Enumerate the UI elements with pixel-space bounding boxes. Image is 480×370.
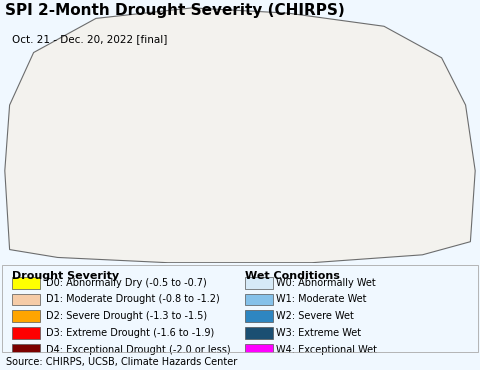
- Bar: [12, 277, 40, 289]
- Text: Wet Conditions: Wet Conditions: [245, 271, 340, 281]
- Text: D1: Moderate Drought (-0.8 to -1.2): D1: Moderate Drought (-0.8 to -1.2): [46, 295, 219, 305]
- Bar: [245, 327, 273, 339]
- Bar: [245, 310, 273, 322]
- Text: W0: Abnormally Wet: W0: Abnormally Wet: [276, 278, 376, 287]
- Polygon shape: [5, 8, 475, 263]
- Bar: [12, 310, 40, 322]
- Text: W4: Exceptional Wet: W4: Exceptional Wet: [276, 345, 377, 355]
- Text: D3: Extreme Drought (-1.6 to -1.9): D3: Extreme Drought (-1.6 to -1.9): [46, 328, 214, 338]
- Text: SPI 2-Month Drought Severity (CHIRPS): SPI 2-Month Drought Severity (CHIRPS): [5, 3, 345, 18]
- Bar: [12, 293, 40, 305]
- Bar: [245, 344, 273, 356]
- Bar: [245, 277, 273, 289]
- Text: W3: Extreme Wet: W3: Extreme Wet: [276, 328, 361, 338]
- Text: Source: CHIRPS, UCSB, Climate Hazards Center: Source: CHIRPS, UCSB, Climate Hazards Ce…: [6, 357, 237, 367]
- Text: D2: Severe Drought (-1.3 to -1.5): D2: Severe Drought (-1.3 to -1.5): [46, 311, 207, 321]
- Text: W1: Moderate Wet: W1: Moderate Wet: [276, 295, 367, 305]
- Bar: [12, 344, 40, 356]
- Text: W2: Severe Wet: W2: Severe Wet: [276, 311, 354, 321]
- Text: D0: Abnormally Dry (-0.5 to -0.7): D0: Abnormally Dry (-0.5 to -0.7): [46, 278, 206, 287]
- Text: Drought Severity: Drought Severity: [12, 271, 119, 281]
- Bar: [245, 293, 273, 305]
- Text: Oct. 21 - Dec. 20, 2022 [final]: Oct. 21 - Dec. 20, 2022 [final]: [12, 34, 168, 44]
- Bar: [12, 327, 40, 339]
- Text: D4: Exceptional Drought (-2.0 or less): D4: Exceptional Drought (-2.0 or less): [46, 345, 230, 355]
